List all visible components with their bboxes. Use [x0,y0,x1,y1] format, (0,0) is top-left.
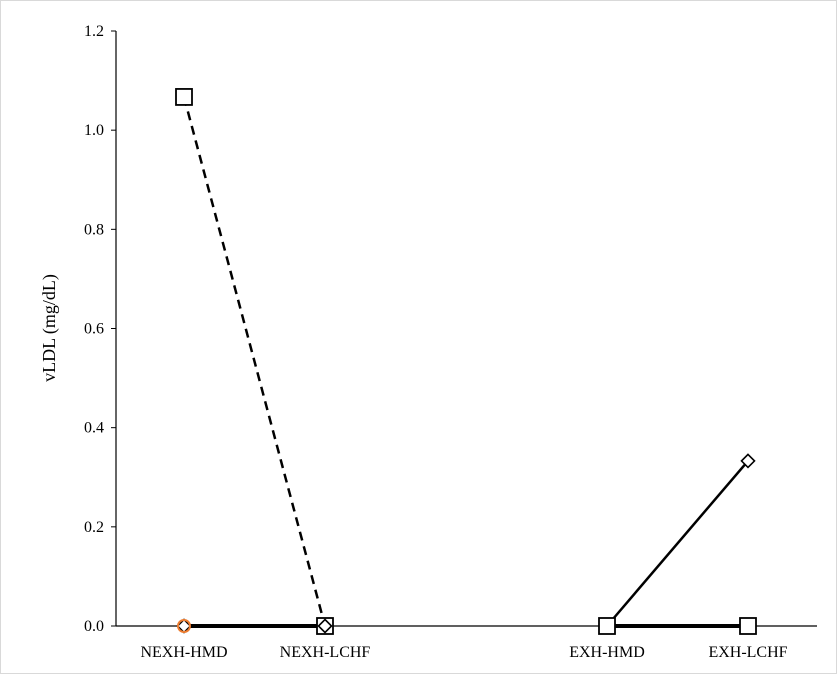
data-point-circle [177,619,191,633]
series-lines [182,96,749,628]
x-tick-label: NEXH-LCHF [280,644,371,661]
y-axis: 0.0 0.2 0.4 0.6 0.8 1.0 1.2 [84,23,117,635]
x-axis: NEXH-HMD NEXH-LCHF EXH-HMD EXH-LCHF [116,625,817,661]
x-tick-label: EXH-HMD [569,644,645,661]
series-markers [175,88,757,635]
data-point-square [175,88,193,106]
x-tick-label: NEXH-HMD [140,644,227,661]
y-tick-label: 0.4 [84,420,104,437]
y-tick-label: 0.2 [84,519,104,536]
x-tick-label: EXH-LCHF [708,644,787,661]
y-tick-label: 0.6 [84,321,104,338]
data-point-square [598,617,616,635]
series-line-0 [182,96,327,627]
series-line-3 [606,460,749,627]
y-tick-label: 1.2 [84,23,104,40]
y-tick-label: 1.0 [84,122,104,139]
data-point-diamond [740,453,756,469]
y-axis-title: vLDL (mg/dL) [39,274,60,382]
data-point-diamond [317,618,333,634]
y-tick-label: 0.0 [84,618,104,635]
series-layer [175,88,757,635]
data-point-square [739,617,757,635]
y-tick-label: 0.8 [84,221,104,238]
